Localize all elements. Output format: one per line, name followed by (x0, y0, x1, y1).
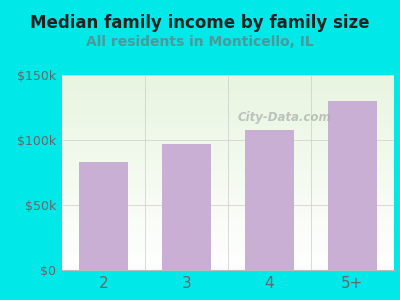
Text: All residents in Monticello, IL: All residents in Monticello, IL (86, 34, 314, 49)
Bar (78, 162, 128, 270)
Bar (328, 101, 378, 270)
Text: Median family income by family size: Median family income by family size (30, 14, 370, 32)
Bar (245, 130, 294, 270)
Bar (162, 144, 211, 270)
Text: City-Data.com: City-Data.com (238, 111, 331, 124)
